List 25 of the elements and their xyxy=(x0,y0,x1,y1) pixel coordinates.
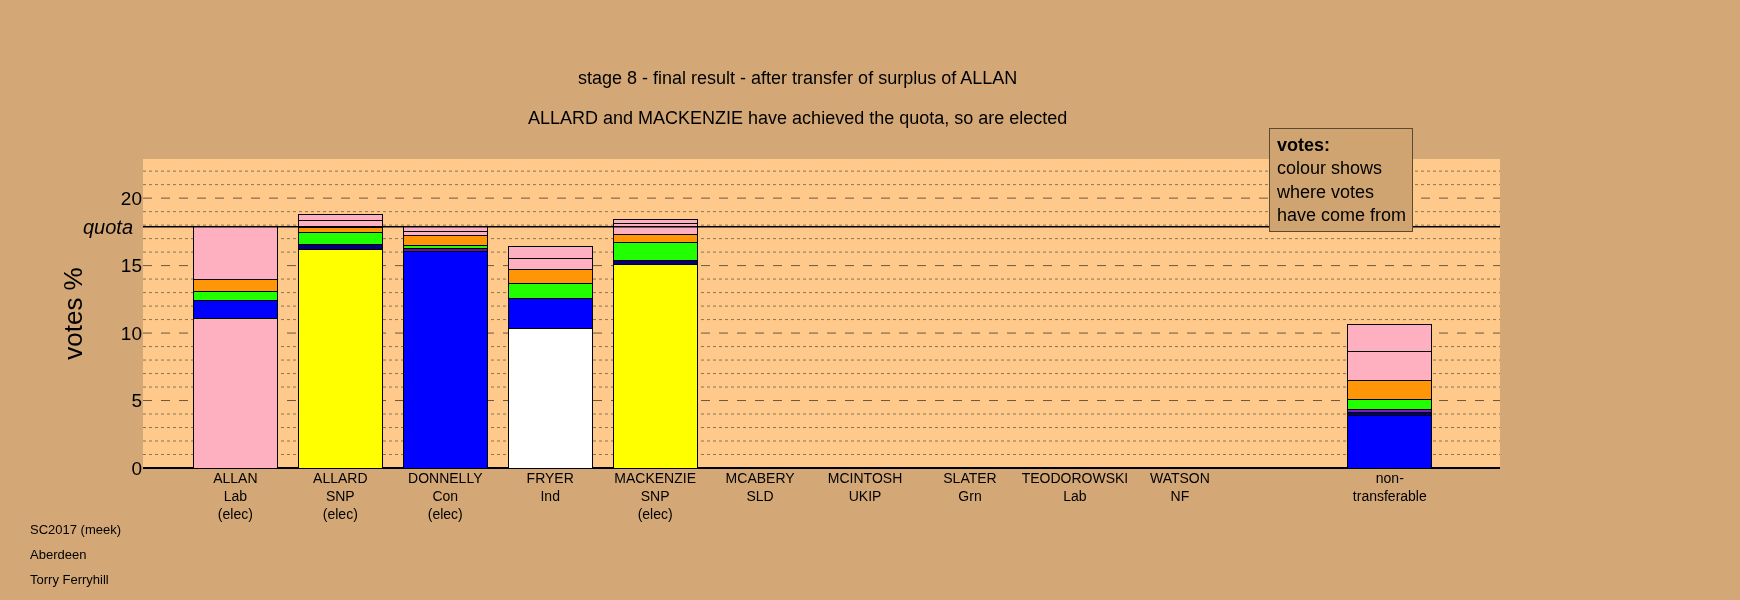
x-tick-label: MCINTOSH UKIP xyxy=(827,470,903,505)
x-tick-label: TEODOROWSKI Lab xyxy=(1021,470,1129,505)
x-tick-label: MCABERY SLD xyxy=(725,470,796,505)
y-axis-title: votes % xyxy=(58,267,89,360)
x-tick-label: FRYER Ind xyxy=(526,470,574,505)
text: Aberdeen xyxy=(30,547,87,562)
ref-line-label: quota xyxy=(83,216,134,238)
text: Torry Ferryhill xyxy=(30,572,109,587)
x-tick-label: non- transferable xyxy=(1352,470,1427,505)
x-tick-label: SLATER Grn xyxy=(943,470,997,505)
y-tick-label: 5 xyxy=(131,390,142,412)
chart-subtitle: ALLARD and MACKENZIE have achieved the quota, so are elected xyxy=(528,108,1068,128)
x-tick-label: MACKENZIE SNP (elec) xyxy=(614,470,696,523)
y-tick-label: 15 xyxy=(120,255,142,277)
chart-title: stage 8 - final result - after transfer of surplus of ALLAN xyxy=(578,68,1018,88)
y-tick-label: 0 xyxy=(131,457,142,479)
text: SC2017 (meek) xyxy=(30,522,122,537)
x-tick-label: DONNELLY Con (elec) xyxy=(408,470,484,523)
x-tick-label: WATSON NF xyxy=(1149,470,1210,505)
x-tick-label: ALLARD SNP (elec) xyxy=(313,470,368,523)
y-tick-label: 20 xyxy=(120,187,142,209)
y-tick-label: 10 xyxy=(120,322,142,344)
x-tick-label: ALLAN Lab (elec) xyxy=(213,470,258,523)
bar xyxy=(402,235,488,247)
annotation: votes: colour shows where votes have come from xyxy=(1276,135,1407,226)
